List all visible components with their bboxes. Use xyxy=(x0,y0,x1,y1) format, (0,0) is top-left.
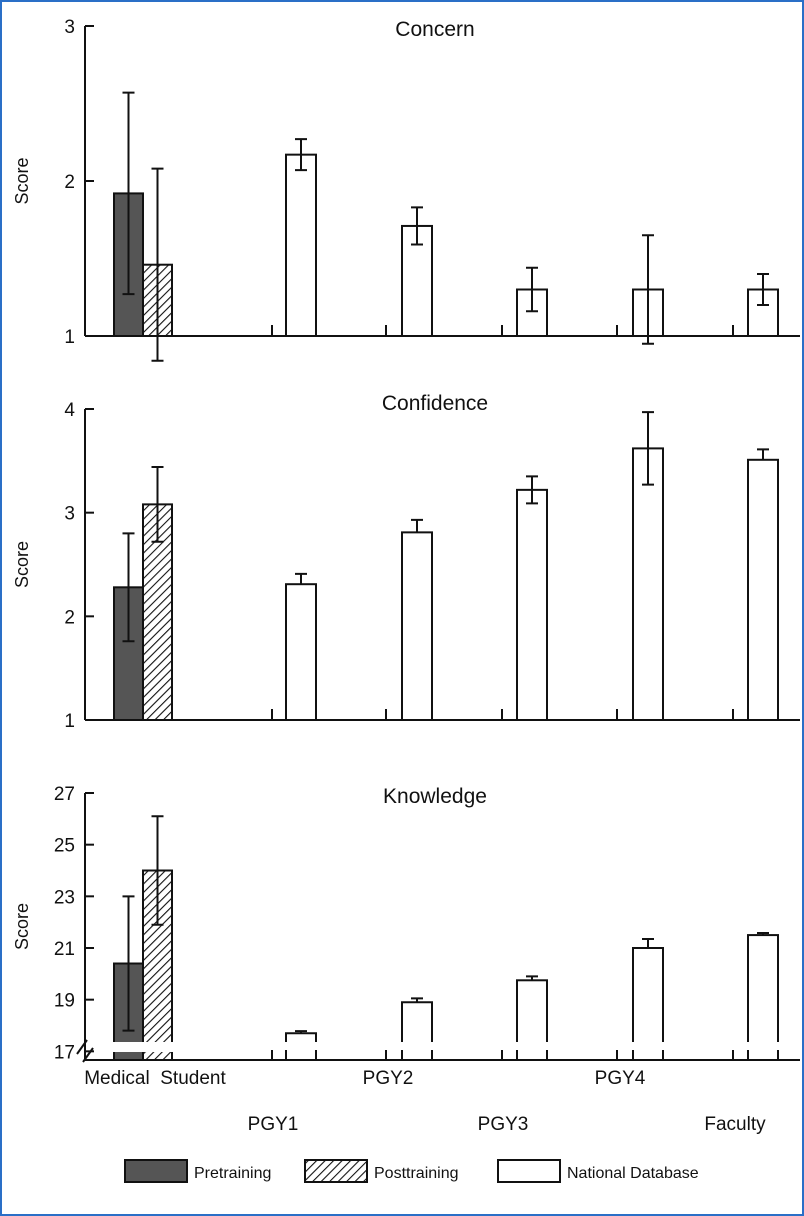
error-bar-confidence-national-database-4 xyxy=(642,411,654,486)
axis-break-knowledge xyxy=(76,1039,781,1063)
legend-label-posttraining: Posttraining xyxy=(374,1165,459,1182)
y-tick-label-knowledge-23: 23 xyxy=(54,887,75,908)
group-label-faculty: Faculty xyxy=(704,1114,766,1135)
error-bar-confidence-national-database-1 xyxy=(295,572,307,585)
error-bar-confidence-national-database-2 xyxy=(411,518,423,533)
y-tick-label-knowledge-25: 25 xyxy=(54,836,75,857)
error-bar-concern-national-database-5 xyxy=(757,273,769,306)
chart-panels: ConcernScore123ConfidenceScore1234Knowle… xyxy=(12,17,800,1063)
group-labels: Medical Student PGY2 PGY4 PGY1 PGY3 Facu… xyxy=(84,1068,766,1135)
error-bar-concern-pretraining-0 xyxy=(122,91,135,296)
error-bar-confidence-posttraining-0 xyxy=(151,466,164,543)
y-axis-label-knowledge: Score xyxy=(12,903,32,950)
error-bar-knowledge-national-database-5 xyxy=(757,932,769,936)
y-tick-label-knowledge-27: 27 xyxy=(54,784,75,805)
error-bar-knowledge-posttraining-0 xyxy=(151,815,164,926)
error-bar-confidence-national-database-3 xyxy=(526,475,538,505)
bar-knowledge-national-database-2 xyxy=(401,1001,433,1061)
bar-confidence-national-database-5 xyxy=(747,458,779,721)
error-bar-knowledge-national-database-3 xyxy=(526,975,538,981)
y-tick-label-confidence-3: 3 xyxy=(64,504,75,525)
legend-label-national: National Database xyxy=(567,1165,699,1182)
group-label-medical-student: Medical Student xyxy=(84,1068,226,1089)
error-bar-confidence-national-database-5 xyxy=(757,448,769,460)
error-bar-concern-posttraining-0 xyxy=(151,167,164,362)
bar-confidence-national-database-1 xyxy=(285,583,317,721)
y-tick-label-concern-1: 1 xyxy=(64,327,75,348)
y-tick-label-knowledge-19: 19 xyxy=(54,991,75,1012)
panel-title-knowledge: Knowledge xyxy=(383,785,487,808)
group-label-pgy1: PGY1 xyxy=(248,1114,299,1135)
bar-knowledge-national-database-1 xyxy=(285,1032,317,1061)
y-axis-label-confidence: Score xyxy=(12,541,32,588)
error-bar-knowledge-national-database-1 xyxy=(295,1030,307,1034)
y-axis-label-concern: Score xyxy=(12,157,32,204)
y-tick-label-confidence-1: 1 xyxy=(64,711,75,732)
bar-concern-national-database-1 xyxy=(285,153,317,337)
y-tick-label-concern-3: 3 xyxy=(64,17,75,38)
legend-swatch-national xyxy=(497,1159,561,1183)
bar-confidence-national-database-4 xyxy=(632,447,664,721)
panel-title-concern: Concern xyxy=(395,18,474,41)
bar-knowledge-national-database-5 xyxy=(747,934,779,1061)
error-bar-concern-national-database-3 xyxy=(526,266,538,313)
bar-confidence-national-database-2 xyxy=(401,531,433,722)
bar-knowledge-national-database-3 xyxy=(516,979,548,1062)
legend-swatch-posttraining xyxy=(304,1159,368,1183)
panel-concern: Concern Score 1 2 3 xyxy=(12,17,800,362)
y-tick-label-confidence-2: 2 xyxy=(64,607,75,628)
panel-title-confidence: Confidence xyxy=(382,392,488,415)
error-bar-knowledge-national-database-4 xyxy=(642,937,654,948)
group-label-pgy3: PGY3 xyxy=(478,1114,529,1135)
error-bar-concern-national-database-2 xyxy=(411,206,423,246)
panel-knowledge: Knowledge Score 17 19 21 23 25 27 xyxy=(12,784,800,1063)
panel-confidence: Confidence Score 1 2 3 4 xyxy=(12,392,800,732)
bar-knowledge-national-database-4 xyxy=(632,947,664,1061)
y-tick-label-confidence-4: 4 xyxy=(64,400,75,421)
error-bar-concern-national-database-1 xyxy=(295,138,307,172)
error-bar-concern-national-database-4 xyxy=(642,234,654,345)
group-label-pgy2: PGY2 xyxy=(363,1068,414,1089)
error-bar-knowledge-pretraining-0 xyxy=(122,895,135,1032)
bar-confidence-national-database-3 xyxy=(516,488,548,721)
legend-label-pretraining: Pretraining xyxy=(194,1165,271,1182)
y-tick-label-knowledge-17: 17 xyxy=(54,1042,75,1063)
y-tick-label-knowledge-21: 21 xyxy=(54,939,75,960)
legend-swatch-pretraining xyxy=(124,1159,188,1183)
legend: Pretraining Posttraining National Databa… xyxy=(124,1159,699,1183)
group-label-pgy4: PGY4 xyxy=(595,1068,646,1089)
y-tick-label-concern-2: 2 xyxy=(64,172,75,193)
error-bar-knowledge-national-database-2 xyxy=(411,997,423,1003)
error-bar-confidence-pretraining-0 xyxy=(122,532,135,643)
